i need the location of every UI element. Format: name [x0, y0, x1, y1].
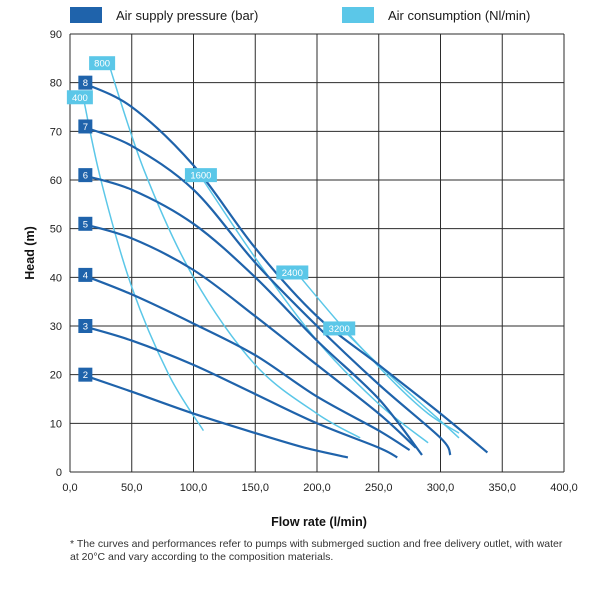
x-axis-title: Flow rate (l/min)	[271, 515, 367, 529]
x-tick-label: 150,0	[241, 482, 269, 494]
pressure-tag-6-label: 6	[83, 171, 88, 182]
curve-tags: 2 3 4 5 6 7 8 400 800 1600 2400 3200	[66, 56, 356, 382]
pressure-curve-7-bar	[81, 125, 452, 456]
legend-consumption-swatch	[342, 7, 374, 23]
y-tick-label: 90	[50, 29, 62, 41]
y-tick-label: 10	[50, 418, 62, 430]
axes: 0,0 50,0 100,0 150,0 200,0 250,0 300,0 350,0 400…	[23, 29, 578, 529]
y-tick-label: 20	[50, 370, 62, 382]
legend-pressure: Air supply pressure (bar)	[70, 4, 258, 26]
pressure-tag-8-label: 8	[83, 78, 88, 89]
x-tick-label: 100,0	[180, 482, 208, 494]
y-tick-label: 40	[50, 272, 62, 284]
y-tick-label: 60	[50, 175, 62, 187]
pressure-curve-3-bar	[81, 324, 398, 459]
y-tick-label: 70	[50, 126, 62, 138]
pressure-tag-6-box	[78, 168, 93, 183]
pressure-tag-4-label: 4	[83, 270, 88, 281]
x-tick-label: 50,0	[121, 482, 142, 494]
consumption-tag-400-box	[66, 90, 93, 105]
x-tick-label: 250,0	[365, 482, 393, 494]
pressure-tag-2-box	[78, 367, 93, 382]
x-tick-label: 0,0	[62, 482, 77, 494]
x-tick-label: 400,0	[550, 482, 578, 494]
y-tick-label: 80	[50, 78, 62, 90]
legend-consumption-label: Air consumption (Nl/min)	[388, 7, 531, 23]
pressure-tag-3-label: 3	[83, 322, 88, 333]
pressure-curve-6-bar	[81, 174, 423, 456]
consumption-tag-2400-box	[276, 265, 309, 280]
pressure-tag-8-box	[78, 75, 93, 90]
consumption-curves	[81, 58, 460, 444]
y-tick-label: 50	[50, 224, 62, 236]
legend-consumption: Air consumption (Nl/min)	[342, 4, 530, 26]
consumption-tag-2400-label: 2400	[282, 268, 303, 279]
consumption-tag-3200-label: 3200	[329, 324, 350, 335]
legend-pressure-label: Air supply pressure (bar)	[116, 7, 259, 23]
x-tick-label: 200,0	[303, 482, 331, 494]
y-tick-label: 0	[56, 467, 62, 479]
consumption-curve-3200	[338, 325, 460, 439]
consumption-tag-800-label: 800	[94, 59, 110, 70]
consumption-tag-1600-box	[184, 168, 217, 183]
pressure-curve-2-bar	[81, 373, 349, 459]
consumption-tag-400-label: 400	[72, 93, 88, 104]
y-axis-title: Head (m)	[23, 226, 37, 279]
pressure-tag-5-box	[78, 216, 93, 231]
pressure-tag-3-box	[78, 319, 93, 333]
pressure-tag-7-box	[78, 119, 93, 134]
footnote: * The curves and performances refer to p…	[70, 538, 563, 563]
consumption-curve-400	[81, 92, 205, 431]
x-tick-label: 300,0	[427, 482, 455, 494]
consumption-tag-800-box	[89, 56, 116, 71]
pressure-curve-5-bar	[81, 222, 417, 449]
consumption-curve-1600	[192, 164, 429, 444]
grid	[69, 33, 565, 473]
pressure-tag-5-label: 5	[83, 219, 88, 230]
legend-pressure-swatch	[70, 7, 102, 23]
consumption-curve-2400	[291, 267, 460, 434]
consumption-curve-800	[106, 58, 361, 439]
pressure-tag-4-box	[78, 267, 93, 282]
pressure-tag-2-label: 2	[83, 370, 88, 381]
y-tick-label: 30	[50, 321, 62, 333]
x-tick-label: 350,0	[488, 482, 516, 494]
consumption-tag-3200-box	[323, 321, 356, 336]
consumption-tag-1600-label: 1600	[190, 171, 211, 182]
pressure-tag-7-label: 7	[83, 122, 88, 133]
pressure-curve-4-bar	[81, 273, 411, 452]
